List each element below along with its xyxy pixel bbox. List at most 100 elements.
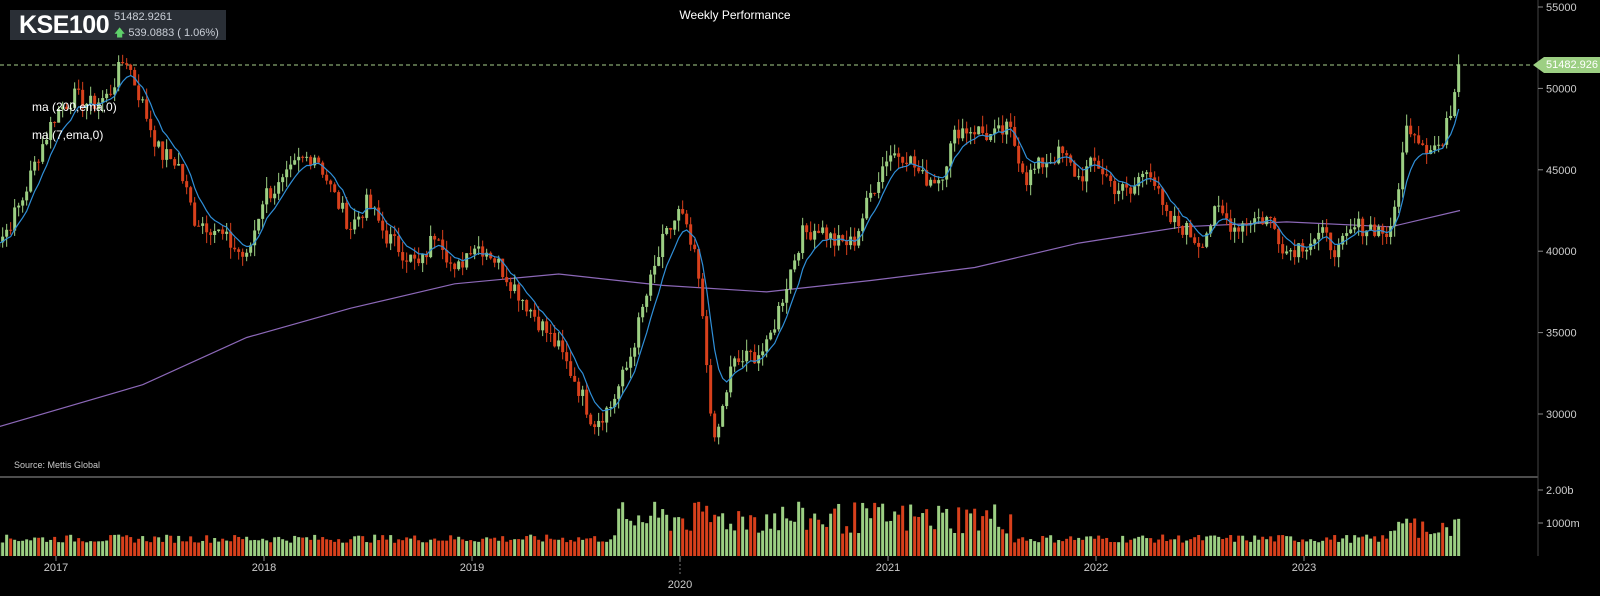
- ma7-label[interactable]: ma (7,ema,0): [32, 128, 104, 142]
- candle: [317, 157, 321, 163]
- volume-bar: [461, 539, 465, 556]
- volume-bar: [197, 542, 201, 556]
- candle: [877, 182, 881, 193]
- candle: [45, 139, 49, 145]
- candle: [1057, 146, 1061, 164]
- volume-bar: [133, 542, 137, 556]
- volume-bar: [737, 511, 741, 556]
- candle: [633, 347, 637, 357]
- candle: [825, 227, 829, 240]
- volume-bar: [1069, 536, 1073, 556]
- volume-bar: [45, 541, 49, 556]
- volume-bar: [237, 536, 241, 556]
- candle: [1201, 246, 1205, 248]
- candle: [1285, 251, 1289, 254]
- volume-bar: [173, 542, 177, 556]
- candle: [869, 192, 873, 198]
- volume-bar: [141, 536, 145, 556]
- volume-bar: [401, 540, 405, 556]
- volume-bar: [449, 535, 453, 556]
- ticker-panel: KSE100 51482.9261 🡅 539.0883 ( 1.06%): [10, 10, 226, 40]
- candle: [593, 424, 597, 428]
- ma200-path: [0, 209, 1461, 428]
- candle: [453, 263, 457, 270]
- volume-bar: [1369, 538, 1373, 556]
- volume-bar: [209, 542, 213, 556]
- candle: [65, 106, 69, 110]
- candle: [1405, 125, 1409, 153]
- candle: [653, 265, 657, 275]
- volume-bar: [49, 539, 53, 556]
- volume-bar: [829, 513, 833, 556]
- candle: [681, 209, 685, 214]
- candle: [457, 261, 461, 270]
- candle: [1321, 227, 1325, 233]
- volume-bar: [57, 542, 61, 556]
- candle: [1401, 152, 1405, 190]
- candle: [537, 316, 541, 331]
- candle: [1021, 163, 1025, 173]
- volume-bar: [1105, 537, 1109, 556]
- candle: [1009, 121, 1013, 127]
- candle: [449, 262, 453, 264]
- candle: [345, 202, 349, 229]
- candle: [1177, 215, 1181, 227]
- candle: [617, 386, 621, 399]
- candle: [1033, 168, 1037, 170]
- volume-bar: [1181, 542, 1185, 556]
- volume-bar: [201, 540, 205, 556]
- candle: [1297, 243, 1301, 258]
- volume-bar: [1389, 531, 1393, 556]
- candle: [1385, 233, 1389, 237]
- volume-bar: [909, 504, 913, 556]
- candle: [1225, 213, 1229, 219]
- volume-bar: [1085, 536, 1089, 556]
- volume-bar: [953, 532, 957, 556]
- candle: [949, 143, 953, 167]
- candle: [309, 156, 313, 166]
- candle: [1257, 217, 1261, 219]
- candle: [329, 180, 333, 185]
- candle: [1025, 172, 1029, 186]
- candle: [585, 389, 589, 415]
- volume-bar: [649, 515, 653, 556]
- volume-bar: [593, 536, 597, 556]
- volume-tick-label: 2.00b: [1546, 485, 1574, 497]
- candle: [973, 132, 977, 135]
- volume-bar: [41, 537, 45, 556]
- volume-bar: [489, 538, 493, 556]
- candle: [1349, 229, 1353, 234]
- candle: [465, 253, 469, 268]
- candle: [97, 102, 101, 109]
- candle: [669, 228, 673, 230]
- volume-bar: [437, 540, 441, 556]
- candle: [237, 249, 241, 252]
- volume-bar: [125, 535, 129, 556]
- volume-bar: [709, 522, 713, 556]
- volume-bar: [545, 534, 549, 556]
- volume-bar: [929, 525, 933, 556]
- ma200-line: [0, 209, 1461, 428]
- volume-bar: [157, 537, 161, 556]
- candle: [613, 398, 617, 408]
- candle: [221, 229, 225, 234]
- volume-bar: [1309, 539, 1313, 556]
- volume-bar: [1285, 536, 1289, 556]
- candle: [697, 249, 701, 279]
- candle: [1229, 218, 1233, 232]
- volume-bar: [849, 532, 853, 556]
- volume-bar: [1281, 535, 1285, 556]
- candle: [677, 209, 681, 221]
- ma200-label[interactable]: ma (200,ema,0): [32, 100, 117, 114]
- candle: [225, 231, 229, 234]
- candle: [245, 252, 249, 257]
- candle: [1125, 184, 1129, 188]
- candle: [101, 98, 105, 103]
- volume-bar: [241, 539, 245, 556]
- candle: [1237, 227, 1241, 232]
- candle: [1361, 218, 1365, 237]
- volume-bar: [329, 539, 333, 556]
- volume-bar: [321, 537, 325, 556]
- candle: [609, 407, 613, 409]
- volume-bar: [1157, 539, 1161, 556]
